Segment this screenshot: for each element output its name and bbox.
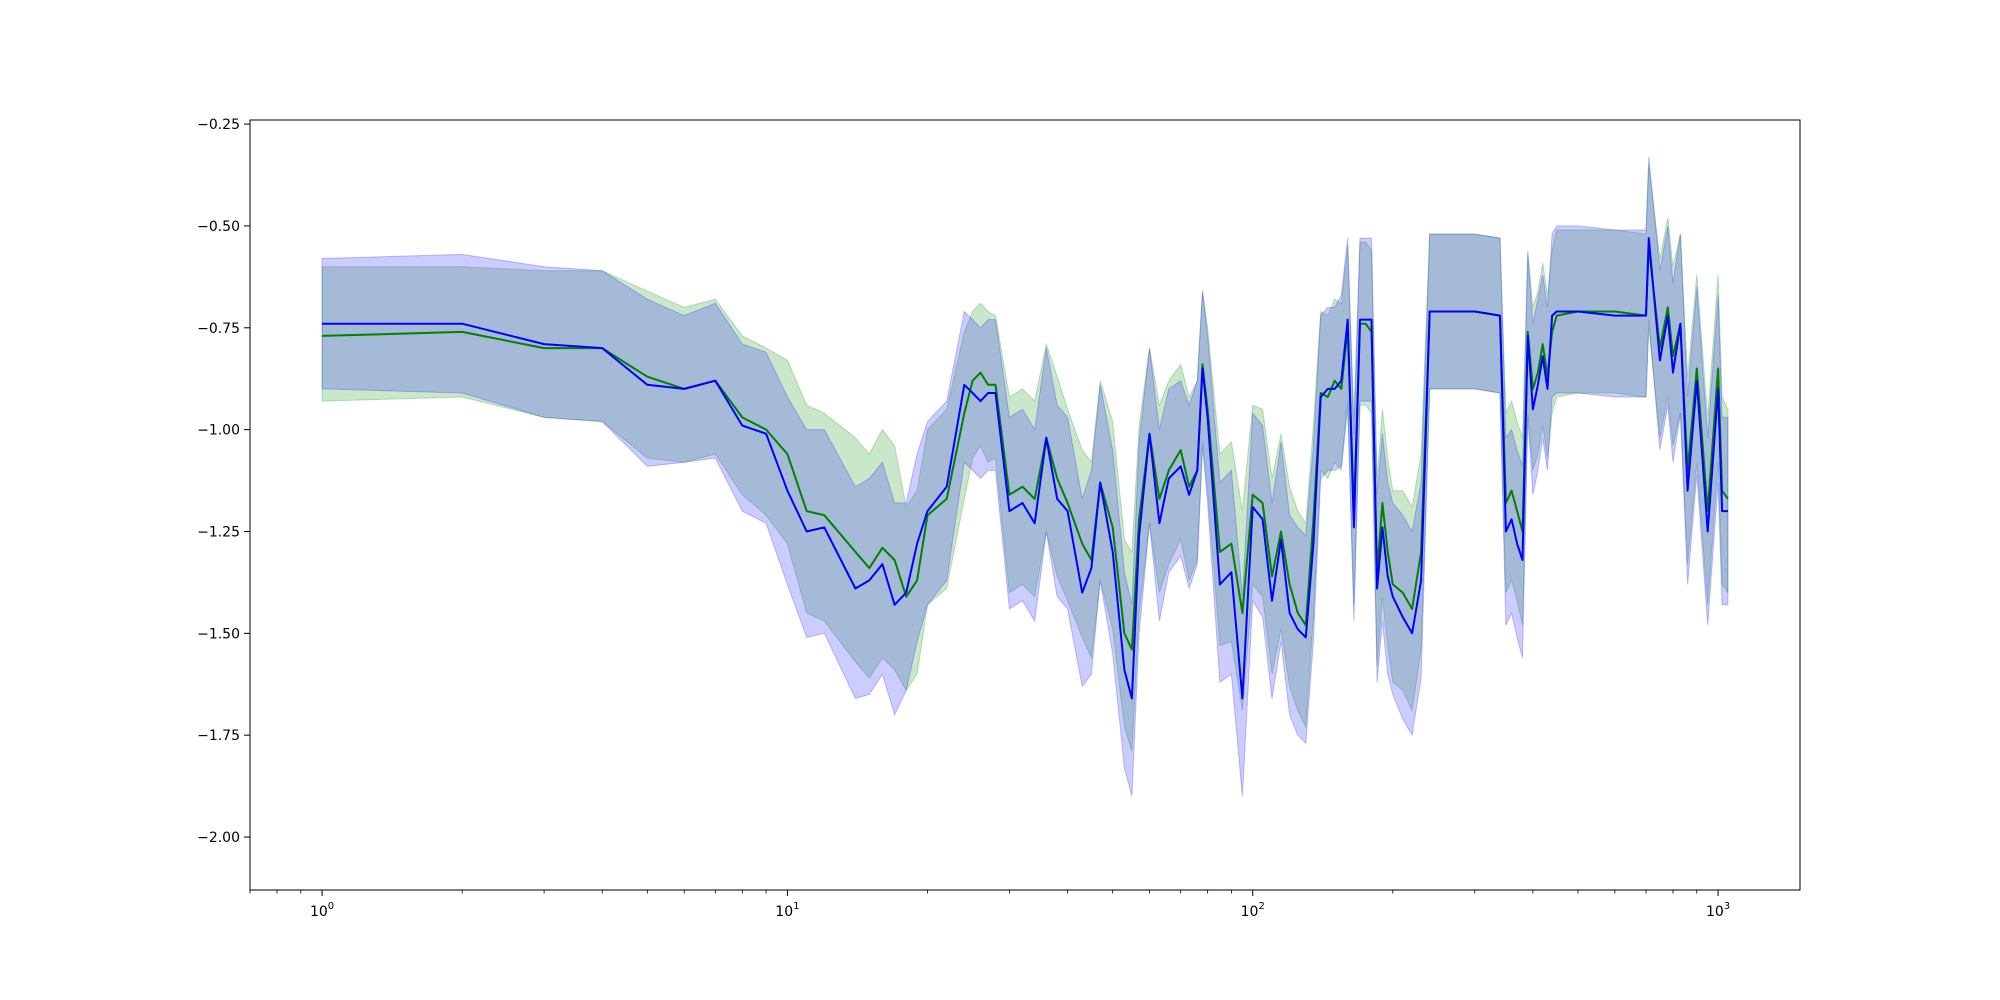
x-tick-label: 103 (1706, 901, 1730, 920)
y-tick-label: −2.00 (197, 830, 240, 846)
series-line-2 (322, 237, 1728, 700)
x-tick-label: 102 (1241, 901, 1265, 920)
y-tick-label: −1.75 (197, 728, 240, 744)
y-tick-label: −1.00 (197, 423, 240, 439)
y-tick-label: −1.25 (197, 524, 240, 540)
y-tick-label: −0.50 (197, 219, 240, 235)
x-tick-label: 101 (775, 901, 799, 920)
series-line-1 (322, 245, 1729, 651)
y-tick-label: −0.75 (197, 321, 240, 337)
axes-frame (249, 119, 1801, 891)
confidence-band-1 (321, 164, 1729, 752)
plot-area (321, 156, 1729, 797)
x-tick-label: 100 (310, 901, 334, 920)
y-tick-label: −1.50 (197, 626, 240, 642)
y-tick-label: −0.25 (197, 117, 240, 133)
axes: −0.25 −0.50 −0.75 −1.00 −1.25 −1.50 −1.75 −2.00… (197, 117, 1730, 920)
confidence-band-2 (321, 156, 1729, 797)
